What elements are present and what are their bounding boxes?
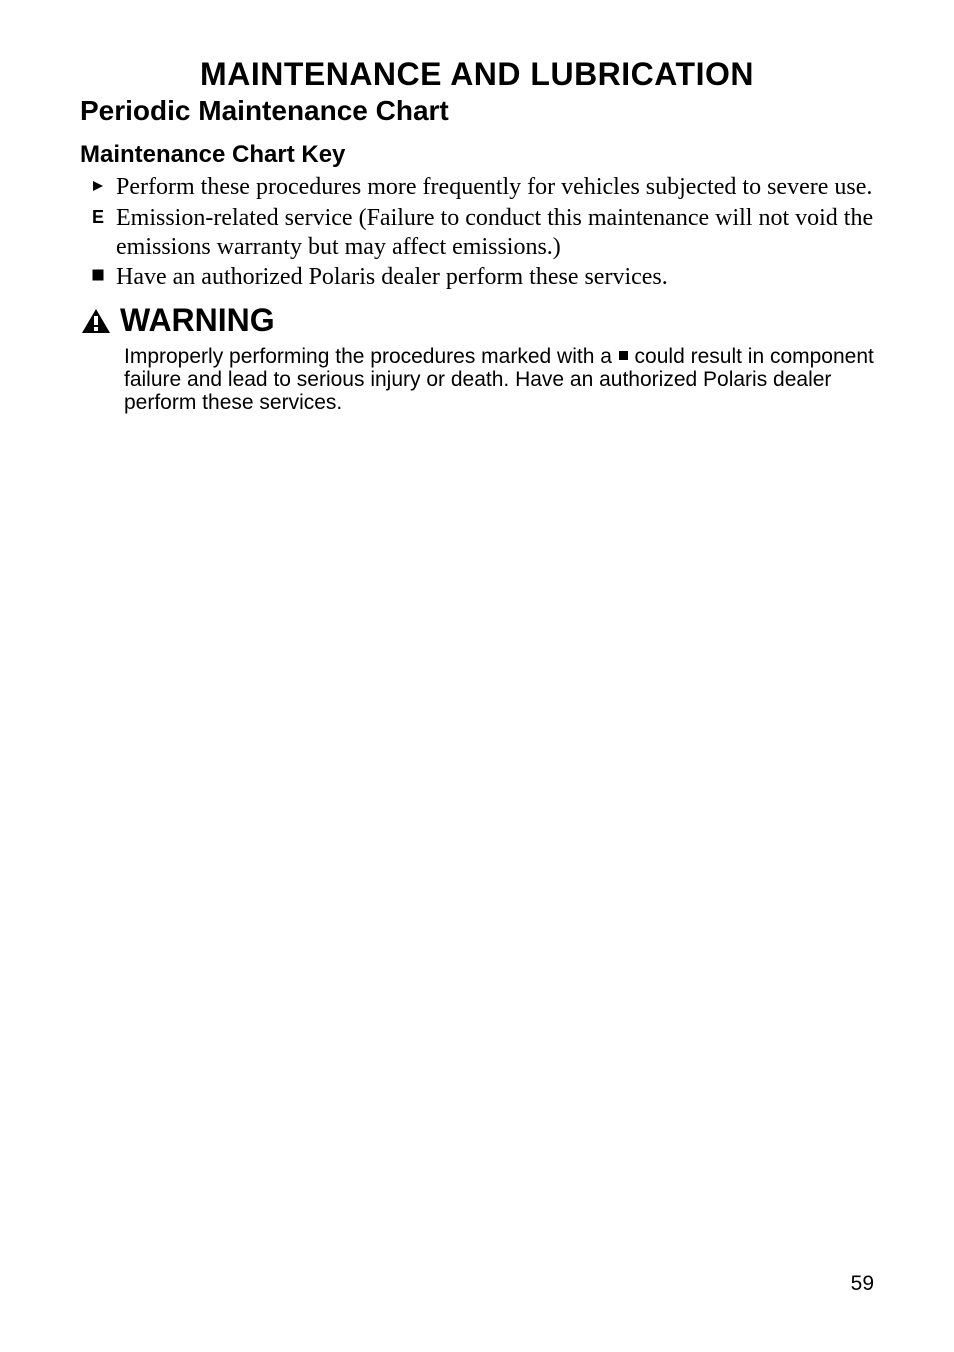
key-list: Perform these procedures more frequently…: [80, 173, 874, 292]
page-title: MAINTENANCE AND LUBRICATION: [80, 56, 874, 93]
square-icon: [80, 263, 116, 281]
triangle-icon: [80, 173, 116, 193]
key-row: E Emission-related service (Failure to c…: [80, 204, 874, 262]
page-number: 59: [851, 1272, 874, 1296]
warning-body: Improperly performing the procedures mar…: [124, 345, 874, 414]
inline-square-icon: [618, 350, 629, 361]
letter-e-marker: E: [80, 204, 116, 228]
key-row: Have an authorized Polaris dealer perfor…: [80, 263, 874, 292]
key-item-text: Perform these procedures more frequently…: [116, 173, 874, 202]
warning-body-pre: Improperly performing the procedures mar…: [124, 345, 618, 368]
page-subtitle: Periodic Maintenance Chart: [80, 95, 874, 127]
key-item-text: Emission-related service (Failure to con…: [116, 204, 874, 262]
warning-block: WARNING Improperly performing the proced…: [80, 302, 874, 414]
section-heading: Maintenance Chart Key: [80, 141, 874, 169]
key-row: Perform these procedures more frequently…: [80, 173, 874, 202]
warning-header: WARNING: [80, 302, 874, 339]
warning-label: WARNING: [120, 302, 275, 339]
page-content: MAINTENANCE AND LUBRICATION Periodic Mai…: [0, 0, 954, 414]
warning-icon: [80, 308, 112, 334]
key-item-text: Have an authorized Polaris dealer perfor…: [116, 263, 874, 292]
